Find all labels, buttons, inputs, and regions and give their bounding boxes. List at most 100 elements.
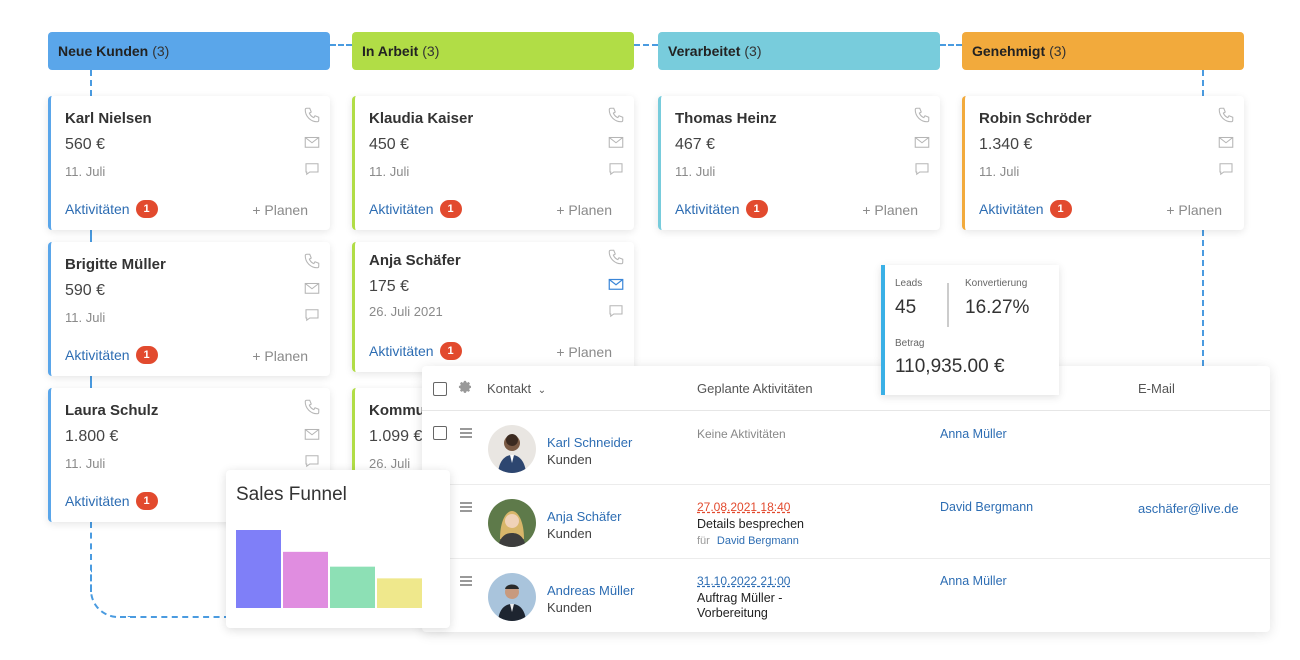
activities-link[interactable]: Aktivitäten 1 [979, 200, 1072, 218]
stage-header-in-arbeit[interactable]: In Arbeit (3) [352, 32, 634, 70]
activity-count-badge: 1 [1049, 200, 1072, 218]
table-row[interactable]: Anja Schäfer Kunden 27.08.2021 18:40 Det… [422, 485, 1270, 559]
owner-link[interactable]: Anna Müller [940, 427, 1007, 441]
conversion-value: 16.27% [965, 297, 1030, 318]
chat-icon[interactable] [913, 160, 931, 178]
contact-icons [1216, 106, 1236, 178]
gear-icon[interactable] [458, 380, 473, 395]
no-activities-text: Keine Aktivitäten [697, 427, 786, 441]
activity-count-badge: 1 [135, 492, 158, 510]
mail-icon[interactable] [913, 133, 931, 151]
activity-for-label: für [697, 535, 710, 547]
phone-icon[interactable] [1217, 106, 1235, 124]
phone-icon[interactable] [607, 106, 625, 124]
contact-type: Kunden [547, 526, 592, 541]
drag-handle-icon[interactable] [460, 428, 472, 440]
mail-icon[interactable] [607, 133, 625, 151]
phone-icon[interactable] [607, 248, 625, 266]
sales-funnel-title: Sales Funnel [236, 484, 347, 505]
mail-icon[interactable] [303, 279, 321, 297]
activity-count-badge: 1 [135, 200, 158, 218]
deal-card-klaudia-kaiser[interactable]: Klaudia Kaiser 450 € 11. Juli Aktivitäte… [352, 96, 634, 230]
contact-icons [606, 248, 626, 320]
column-header-email[interactable]: E-Mail [1138, 381, 1175, 396]
stage-count: (3) [152, 43, 170, 59]
activity-title: Details besprechen [697, 517, 805, 531]
stage-name: Genehmigt [972, 43, 1046, 59]
activities-link[interactable]: Aktivitäten 1 [369, 200, 462, 218]
plan-button[interactable]: + Planen [252, 348, 308, 364]
mail-icon[interactable] [1217, 133, 1235, 151]
chat-icon[interactable] [303, 306, 321, 324]
activity-date[interactable]: 31.10.2022 21:00 [697, 574, 791, 588]
activity-person-link[interactable]: David Bergmann [716, 535, 799, 547]
stage-name: Neue Kunden [58, 43, 149, 59]
select-all-checkbox[interactable] [433, 382, 447, 396]
plan-button[interactable]: + Planen [1166, 202, 1222, 218]
stage-header-neue-kunden[interactable]: Neue Kunden (3) [48, 32, 330, 70]
owner-link[interactable]: Anna Müller [940, 574, 1007, 588]
chat-icon[interactable] [607, 160, 625, 178]
contact-name-link[interactable]: Andreas Müller [547, 583, 635, 598]
connector [90, 522, 92, 592]
contact-name-link[interactable]: Karl Schneider [547, 435, 633, 450]
owner-link[interactable]: David Bergmann [940, 500, 1034, 514]
column-header-activities[interactable]: Geplante Aktivitäten [697, 381, 813, 396]
deal-card-karl-nielsen[interactable]: Karl Nielsen 560 € 11. Juli Aktivitäten 1… [48, 96, 330, 230]
contact-icons [302, 398, 322, 470]
activities-label: Aktivitäten [65, 347, 130, 363]
contacts-table: Kontakt ⌄ Geplante Aktivitäten E-Mail Ka… [422, 366, 1270, 632]
mail-icon[interactable] [303, 425, 321, 443]
plan-button[interactable]: + Planen [556, 344, 612, 360]
phone-icon[interactable] [913, 106, 931, 124]
activities-link[interactable]: Aktivitäten 1 [65, 346, 158, 364]
deal-amount: 1.340 € [979, 136, 1033, 153]
activities-link[interactable]: Aktivitäten 1 [65, 200, 158, 218]
deal-name: Anja Schäfer [369, 252, 461, 269]
deal-card-anja-schaefer[interactable]: Anja Schäfer 175 € 26. Juli 2021 Aktivit… [352, 242, 634, 372]
stage-header-verarbeitet[interactable]: Verarbeitet (3) [658, 32, 940, 70]
mail-icon[interactable] [303, 133, 321, 151]
plan-button[interactable]: + Planen [556, 202, 612, 218]
sales-funnel-widget[interactable]: Sales Funnel [226, 470, 450, 628]
column-header-contact[interactable]: Kontakt ⌄ [487, 381, 546, 396]
plan-button[interactable]: + Planen [252, 202, 308, 218]
row-checkbox[interactable] [433, 426, 447, 440]
contact-name-link[interactable]: Anja Schäfer [547, 509, 622, 524]
deal-card-thomas-heinz[interactable]: Thomas Heinz 467 € 11. Juli Aktivitäten 1… [658, 96, 940, 230]
table-row[interactable]: Karl Schneider Kunden Keine Aktivitäten … [422, 411, 1270, 485]
phone-icon[interactable] [303, 106, 321, 124]
chat-icon[interactable] [303, 160, 321, 178]
drag-handle-icon[interactable] [460, 502, 472, 514]
deal-name: Klaudia Kaiser [369, 110, 474, 127]
phone-icon[interactable] [303, 398, 321, 416]
activities-label: Aktivitäten [979, 201, 1044, 217]
activities-label: Aktivitäten [369, 343, 434, 359]
connector [1202, 230, 1204, 366]
leads-label: Leads [895, 278, 923, 289]
funnel-bar [377, 578, 422, 608]
activities-link[interactable]: Aktivitäten 1 [369, 342, 462, 360]
drag-handle-icon[interactable] [460, 576, 472, 588]
activity-date[interactable]: 27.08.2021 18:40 [697, 500, 791, 514]
deal-card-robin-schroeder[interactable]: Robin Schröder 1.340 € 11. Juli Aktivitä… [962, 96, 1244, 230]
stage-header-genehmigt[interactable]: Genehmigt (3) [962, 32, 1244, 70]
activities-link[interactable]: Aktivitäten 1 [675, 200, 768, 218]
plan-button[interactable]: + Planen [862, 202, 918, 218]
activities-link[interactable]: Aktivitäten 1 [65, 492, 158, 510]
deal-amount: 1.800 € [65, 428, 119, 445]
leads-value: 45 [895, 297, 917, 318]
deal-name: Laura Schulz [65, 402, 159, 419]
mail-icon[interactable] [607, 275, 625, 293]
chat-icon[interactable] [607, 302, 625, 320]
activity-title-line: Vorbereitung [697, 606, 768, 620]
deal-name: Robin Schröder [979, 110, 1092, 127]
table-row[interactable]: Andreas Müller Kunden 31.10.2022 21:00 A… [422, 559, 1270, 633]
connector [90, 376, 92, 388]
activities-label: Aktivitäten [65, 201, 130, 217]
deal-card-brigitte-mueller[interactable]: Brigitte Müller 590 € 11. Juli Aktivität… [48, 242, 330, 376]
phone-icon[interactable] [303, 252, 321, 270]
email-link[interactable]: aschäfer@live.de [1138, 501, 1239, 516]
chat-icon[interactable] [1217, 160, 1235, 178]
chat-icon[interactable] [303, 452, 321, 470]
